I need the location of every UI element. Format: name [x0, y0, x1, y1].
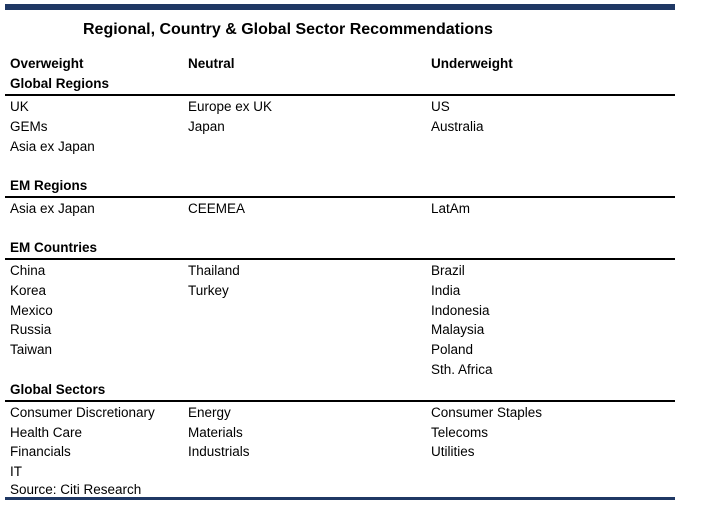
- cell: Materials: [188, 424, 243, 440]
- source: Source: Citi Research: [10, 482, 142, 497]
- section-rule: [5, 196, 675, 198]
- cell: Malaysia: [431, 322, 485, 338]
- cell: Financials: [10, 444, 71, 460]
- cell: Consumer Staples: [431, 405, 543, 420]
- cell: Australia: [431, 119, 484, 134]
- cell: UK: [10, 99, 29, 114]
- cell: Consumer Discretionary: [10, 405, 155, 420]
- title: Regional, Country & Global Sector Recomm…: [83, 21, 493, 38]
- cell: Russia: [10, 322, 52, 338]
- cell: Korea: [10, 282, 47, 298]
- cell: GEMs: [10, 119, 48, 134]
- section-rule: [5, 94, 675, 96]
- top-bar: [5, 4, 675, 10]
- cell: Turkey: [188, 282, 229, 298]
- section-label: Global Sectors: [10, 382, 106, 397]
- cell: Mexico: [10, 302, 53, 318]
- column-header: Neutral: [188, 56, 235, 71]
- cell: India: [431, 282, 461, 298]
- cell: Telecoms: [431, 424, 489, 440]
- cell: Utilities: [431, 444, 475, 460]
- cell: Asia ex Japan: [10, 201, 95, 216]
- cell: Taiwan: [10, 342, 53, 358]
- cell: Brazil: [431, 263, 465, 278]
- bottom-bar: [5, 497, 675, 500]
- section-label: EM Regions: [10, 178, 88, 193]
- cell: Asia ex Japan: [10, 139, 95, 154]
- cell: US: [431, 99, 450, 114]
- cell: China: [10, 263, 46, 278]
- cell: Europe ex UK: [188, 99, 273, 114]
- section-label: Global Regions: [10, 76, 110, 91]
- column-header: Overweight: [10, 56, 84, 71]
- cell: Sth. Africa: [431, 362, 493, 377]
- cell: IT: [10, 463, 22, 479]
- cell: Poland: [431, 342, 474, 358]
- cell: CEEMEA: [188, 201, 246, 216]
- section-rule: [5, 400, 675, 402]
- cell: Japan: [188, 119, 225, 134]
- cell: Industrials: [188, 444, 250, 460]
- section-label: EM Countries: [10, 240, 98, 255]
- cell: LatAm: [431, 201, 471, 216]
- section-rule: [5, 258, 675, 260]
- cell: Health Care: [10, 424, 83, 440]
- cell: Thailand: [188, 263, 240, 278]
- column-header: Underweight: [431, 56, 513, 71]
- cell: Indonesia: [431, 302, 490, 318]
- cell: Energy: [188, 405, 231, 420]
